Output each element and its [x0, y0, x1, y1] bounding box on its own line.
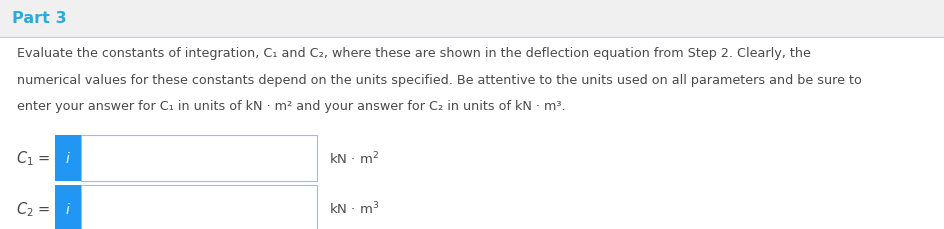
- Text: kN · m$^3$: kN · m$^3$: [329, 200, 379, 217]
- Bar: [81, 185, 317, 229]
- Text: enter your answer for C₁ in units of kN · m² and your answer for C₂ in units of : enter your answer for C₁ in units of kN …: [17, 100, 565, 113]
- Text: $i$: $i$: [65, 201, 71, 216]
- Bar: [55, 185, 81, 229]
- Bar: [0, 0, 944, 38]
- Text: numerical values for these constants depend on the units specified. Be attentive: numerical values for these constants dep…: [17, 73, 862, 86]
- Text: $C_1$ =: $C_1$ =: [16, 149, 50, 167]
- Bar: [55, 135, 81, 181]
- Text: $i$: $i$: [65, 150, 71, 166]
- Text: Part 3: Part 3: [12, 11, 67, 26]
- Text: kN · m$^2$: kN · m$^2$: [329, 150, 379, 166]
- Text: $C_2$ =: $C_2$ =: [16, 199, 50, 218]
- Bar: [0, 38, 944, 229]
- Bar: [81, 135, 317, 181]
- Text: Evaluate the constants of integration, C₁ and C₂, where these are shown in the d: Evaluate the constants of integration, C…: [17, 47, 811, 60]
